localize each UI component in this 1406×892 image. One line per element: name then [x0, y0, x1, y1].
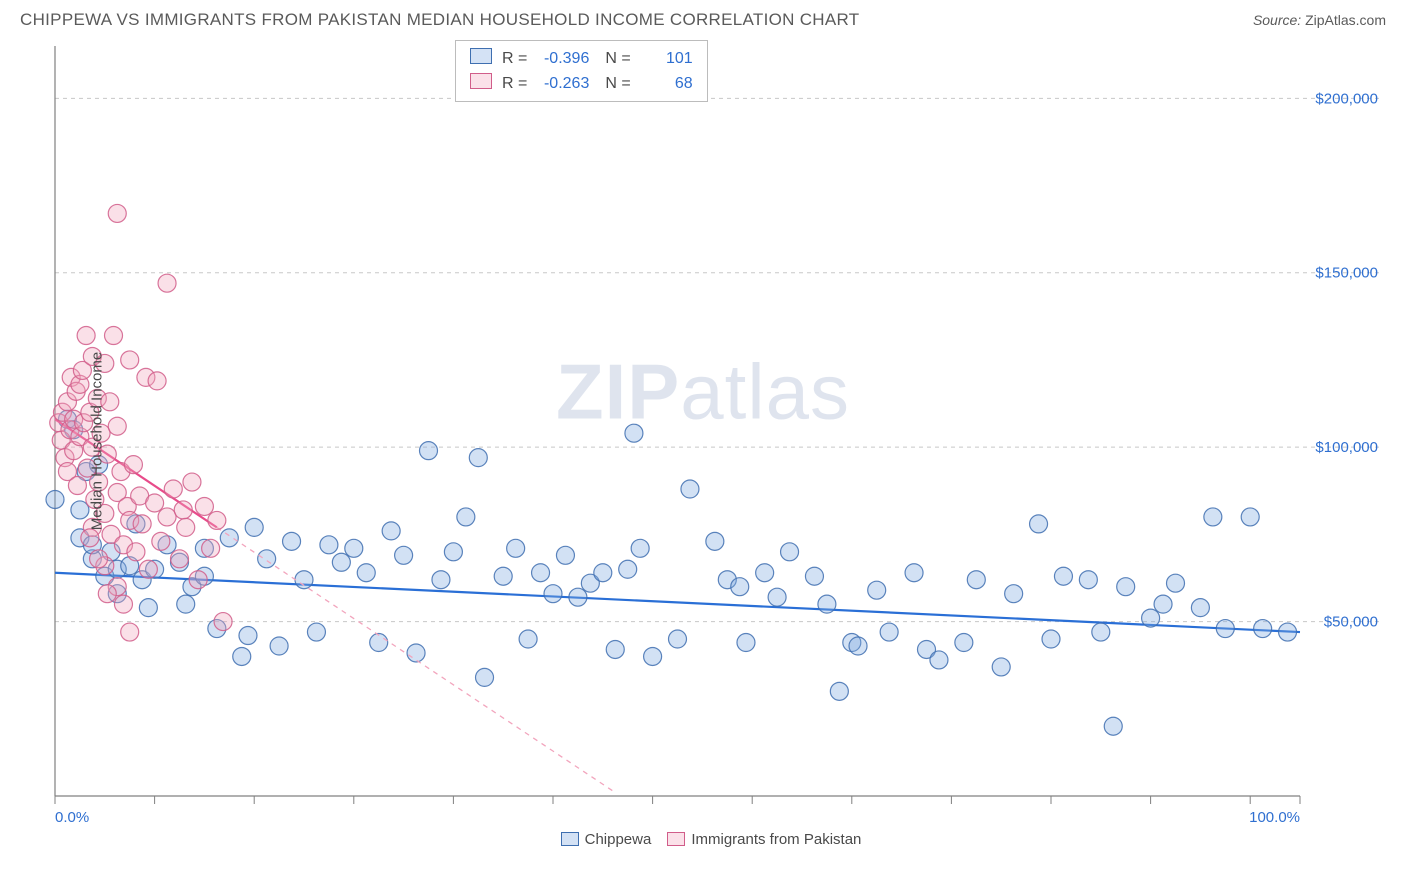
- legend-r-value: -0.263: [537, 75, 589, 93]
- legend-n-value: 68: [641, 75, 693, 93]
- legend-stat-row: R = -0.263 N = 68: [466, 72, 697, 95]
- legend-r-label: R =: [498, 72, 531, 95]
- legend-n-label: N =: [595, 72, 634, 95]
- legend-series-label: Immigrants from Pakistan: [691, 831, 861, 848]
- legend-n-value: 101: [641, 50, 693, 68]
- scatter-plot: $50,000 $100,000 $150,000 $200,000 0.0% 100.0…: [0, 36, 1406, 846]
- svg-text:0.0%: 0.0%: [55, 809, 89, 826]
- chart-area: Median Household Income ZIPatlas $50,000…: [0, 36, 1406, 846]
- source-name: ZipAtlas.com: [1305, 12, 1386, 28]
- source-label: Source:: [1253, 12, 1301, 28]
- svg-text:$50,000: $50,000: [1324, 614, 1378, 631]
- legend-stat-row: R = -0.396 N = 101: [466, 47, 697, 70]
- svg-text:$200,000: $200,000: [1315, 90, 1378, 107]
- legend-n-label: N =: [595, 47, 634, 70]
- svg-text:$100,000: $100,000: [1315, 439, 1378, 456]
- legend-r-label: R =: [498, 47, 531, 70]
- chart-source: Source: ZipAtlas.com: [1253, 12, 1386, 28]
- svg-text:$150,000: $150,000: [1315, 265, 1378, 282]
- legend-series: Chippewa Immigrants from Pakistan: [0, 831, 1406, 848]
- legend-series-label: Chippewa: [585, 831, 652, 848]
- chart-header: CHIPPEWA VS IMMIGRANTS FROM PAKISTAN MED…: [0, 0, 1406, 36]
- legend-swatch: [470, 48, 492, 64]
- legend-swatch: [470, 73, 492, 89]
- legend-swatch: [561, 832, 579, 846]
- legend-swatch: [667, 832, 685, 846]
- legend-stats: R = -0.396 N = 101 R = -0.263 N = 68: [455, 40, 708, 102]
- chart-title: CHIPPEWA VS IMMIGRANTS FROM PAKISTAN MED…: [20, 10, 859, 30]
- svg-text:100.0%: 100.0%: [1249, 809, 1300, 826]
- legend-r-value: -0.396: [537, 50, 589, 68]
- y-axis-label: Median Household Income: [89, 352, 106, 530]
